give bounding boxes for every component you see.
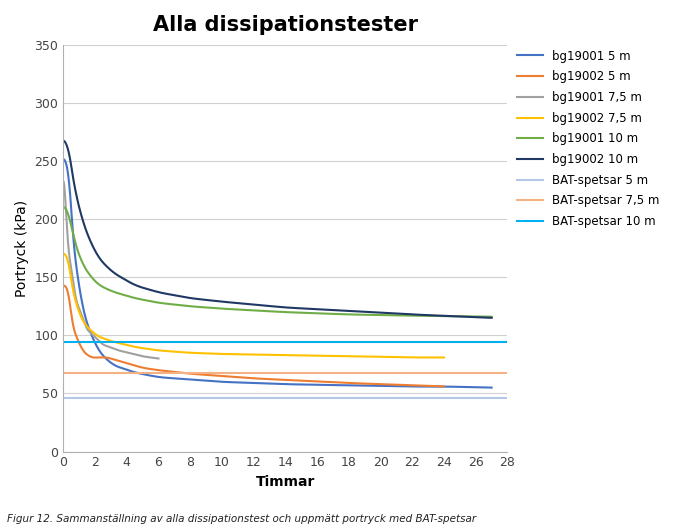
bg19002 7,5 m	[348, 353, 356, 360]
bg19001 5 m	[428, 383, 436, 390]
bg19001 5 m	[488, 384, 496, 391]
bg19002 10 m	[59, 138, 67, 144]
bg19001 5 m	[59, 156, 67, 162]
bg19002 5 m	[302, 378, 310, 384]
Line: bg19002 5 m: bg19002 5 m	[63, 286, 444, 386]
BAT-spetsar 10 m	[75, 339, 83, 345]
BAT-spetsar 7,5 m	[75, 370, 83, 376]
BAT-spetsar 10 m	[59, 339, 67, 345]
Line: bg19001 7,5 m: bg19001 7,5 m	[63, 181, 158, 359]
bg19001 5 m	[384, 383, 392, 389]
bg19001 10 m	[428, 313, 436, 319]
Text: Figur 12. Sammanställning av alla dissipationstest och uppmätt portryck med BAT-: Figur 12. Sammanställning av alla dissip…	[7, 514, 476, 524]
bg19002 5 m	[387, 382, 395, 388]
bg19001 10 m	[59, 204, 67, 210]
bg19002 10 m	[332, 307, 340, 313]
bg19001 7,5 m	[131, 351, 139, 358]
bg19001 5 m	[332, 382, 340, 388]
Title: Alla dissipationstester: Alla dissipationstester	[153, 15, 418, 35]
bg19001 5 m	[308, 382, 316, 388]
bg19002 7,5 m	[302, 352, 310, 359]
bg19002 5 m	[59, 282, 67, 289]
bg19002 10 m	[319, 307, 327, 313]
bg19002 5 m	[82, 351, 90, 358]
bg19002 7,5 m	[280, 352, 288, 358]
bg19002 7,5 m	[387, 354, 395, 360]
Line: bg19001 10 m: bg19001 10 m	[63, 207, 492, 317]
BAT-spetsar 7,5 m	[59, 370, 67, 376]
Line: bg19001 5 m: bg19001 5 m	[63, 159, 492, 387]
bg19002 7,5 m	[415, 354, 424, 361]
bg19001 7,5 m	[141, 353, 150, 360]
bg19002 5 m	[290, 377, 299, 383]
Y-axis label: Portryck (kPa): Portryck (kPa)	[15, 200, 29, 297]
bg19001 10 m	[332, 311, 340, 317]
bg19001 10 m	[384, 312, 392, 318]
bg19002 10 m	[428, 312, 436, 319]
bg19002 10 m	[488, 314, 496, 321]
Line: bg19002 7,5 m: bg19002 7,5 m	[63, 254, 444, 358]
bg19002 5 m	[280, 377, 288, 383]
bg19002 5 m	[440, 383, 448, 390]
Legend: bg19001 5 m, bg19002 5 m, bg19001 7,5 m, bg19002 7,5 m, bg19001 10 m, bg19002 10: bg19001 5 m, bg19002 5 m, bg19001 7,5 m,…	[512, 45, 664, 233]
X-axis label: Timmar: Timmar	[256, 475, 315, 489]
BAT-spetsar 5 m	[59, 395, 67, 401]
bg19001 7,5 m	[117, 348, 125, 354]
bg19001 10 m	[319, 310, 327, 317]
bg19002 5 m	[348, 380, 356, 386]
bg19001 10 m	[488, 313, 496, 320]
bg19001 10 m	[86, 271, 94, 278]
bg19002 10 m	[384, 310, 392, 316]
BAT-spetsar 5 m	[75, 395, 83, 401]
bg19002 7,5 m	[440, 354, 448, 361]
bg19001 7,5 m	[120, 349, 128, 355]
bg19002 7,5 m	[59, 250, 67, 257]
bg19001 5 m	[319, 382, 327, 388]
bg19002 10 m	[86, 236, 94, 242]
bg19001 5 m	[86, 327, 94, 333]
bg19001 7,5 m	[114, 347, 122, 353]
bg19002 10 m	[308, 306, 316, 312]
bg19001 7,5 m	[65, 251, 73, 257]
bg19001 7,5 m	[59, 178, 67, 184]
bg19001 10 m	[308, 310, 316, 316]
bg19002 7,5 m	[290, 352, 299, 359]
bg19002 7,5 m	[82, 323, 90, 329]
bg19001 7,5 m	[154, 355, 163, 362]
Line: bg19002 10 m: bg19002 10 m	[63, 141, 492, 318]
